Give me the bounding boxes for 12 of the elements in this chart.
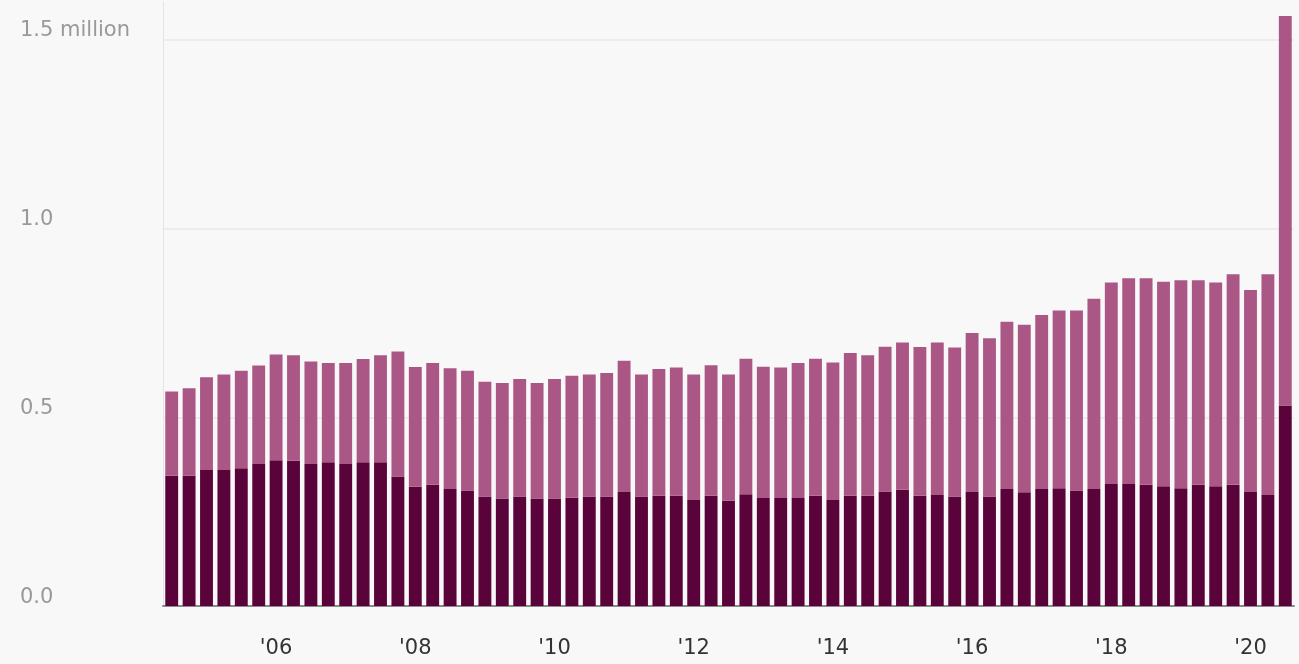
x-tick-label: '16	[955, 634, 989, 659]
y-tick-label: 1.5 million	[20, 17, 131, 42]
y-tick-label: 0.5	[20, 394, 54, 419]
x-tick-label: '20	[1234, 634, 1267, 659]
x-tick-label: '18	[1095, 634, 1128, 659]
x-tick-label: '14	[816, 634, 850, 659]
x-tick-label: '10	[538, 634, 571, 659]
y-tick-label: 1.0	[20, 206, 54, 230]
x-tick-label: '08	[399, 634, 432, 659]
x-tick-label: '12	[677, 634, 710, 659]
x-tick-label: '06	[259, 634, 293, 659]
y-tick-label: 0.0	[20, 583, 54, 608]
